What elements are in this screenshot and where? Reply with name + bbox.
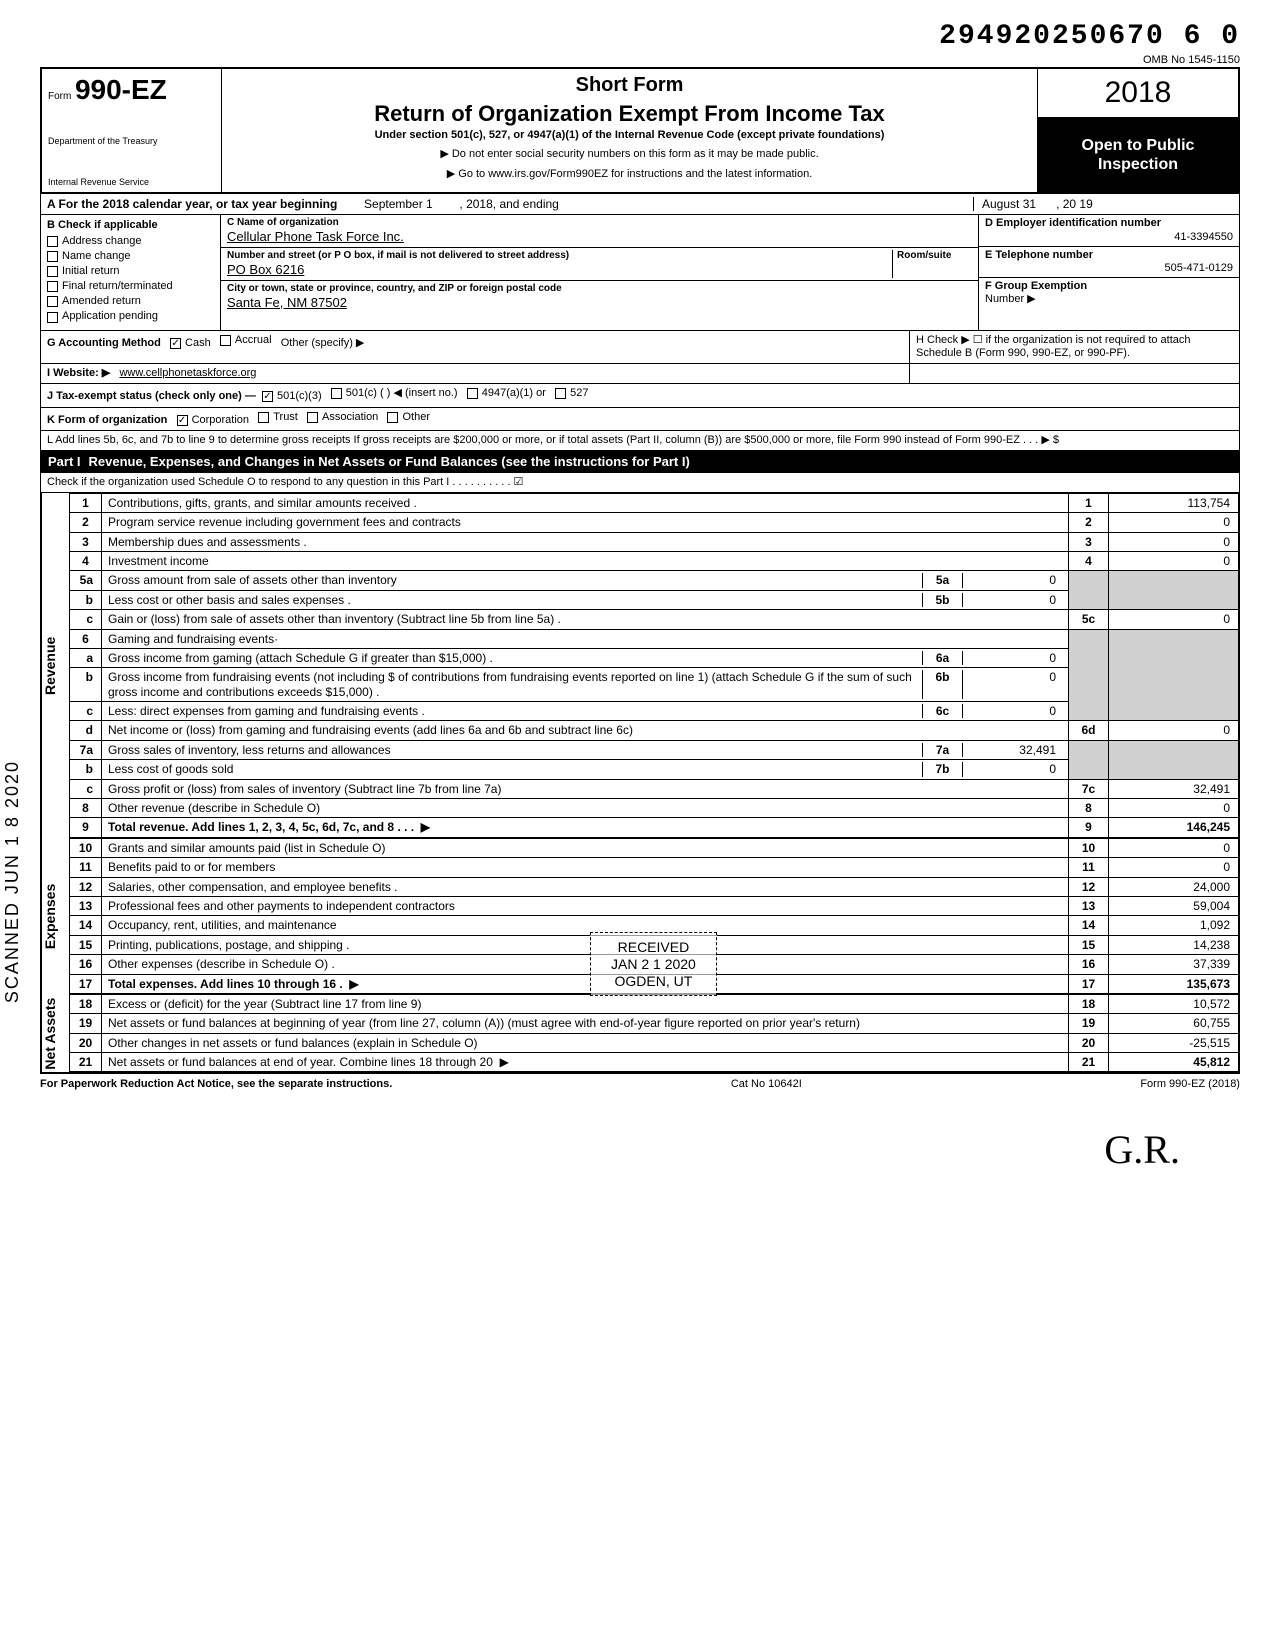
line-6a: aGross income from gaming (attach Schedu… <box>70 648 1239 667</box>
room-label: Room/suite <box>897 250 972 262</box>
scanned-stamp: SCANNED JUN 1 8 2020 <box>2 760 24 1003</box>
line-5b: bLess cost or other basis and sales expe… <box>70 590 1239 609</box>
checkbox-corporation[interactable] <box>177 415 188 426</box>
street-value: PO Box 6216 <box>227 262 892 278</box>
row-g: G Accounting Method Cash Accrual Other (… <box>40 331 1240 364</box>
form-prefix: Form <box>48 91 71 102</box>
cat-number: Cat No 10642I <box>731 1078 802 1091</box>
tax-year: 2018 <box>1038 69 1238 118</box>
line-2: 2Program service revenue including gover… <box>70 513 1239 532</box>
line-5c: cGain or (loss) from sale of assets othe… <box>70 610 1239 629</box>
line-5a: 5aGross amount from sale of assets other… <box>70 571 1239 590</box>
line-7a: 7aGross sales of inventory, less returns… <box>70 740 1239 759</box>
expenses-label: Expenses <box>41 838 69 994</box>
open-public-badge: Open to Public Inspection <box>1038 118 1238 192</box>
line-7c: cGross profit or (loss) from sales of in… <box>70 779 1239 798</box>
city-label: City or town, state or province, country… <box>227 283 972 295</box>
line-6d: dNet income or (loss) from gaming and fu… <box>70 721 1239 740</box>
line-6b: bGross income from fundraising events (n… <box>70 668 1239 702</box>
checkbox-amended[interactable] <box>47 296 58 307</box>
group-exemption-label: F Group Exemption <box>985 280 1233 293</box>
checkbox-527[interactable] <box>555 388 566 399</box>
checkbox-association[interactable] <box>307 412 318 423</box>
checkbox-final-return[interactable] <box>47 281 58 292</box>
checkbox-app-pending[interactable] <box>47 312 58 323</box>
part-1-check: Check if the organization used Schedule … <box>40 473 1240 493</box>
row-i: I Website: ▶ www.cellphonetaskforce.org <box>40 364 1240 384</box>
line-19: 19Net assets or fund balances at beginni… <box>70 1014 1239 1033</box>
street-label: Number and street (or P O box, if mail i… <box>227 250 892 262</box>
part-1-header: Part I Revenue, Expenses, and Changes in… <box>40 451 1240 473</box>
line-21: 21Net assets or fund balances at end of … <box>70 1053 1239 1072</box>
paperwork-notice: For Paperwork Reduction Act Notice, see … <box>40 1078 392 1091</box>
checkbox-501c[interactable] <box>331 388 342 399</box>
line-3: 3Membership dues and assessments .30 <box>70 532 1239 551</box>
line-1: 1Contributions, gifts, grants, and simil… <box>70 493 1239 512</box>
line-11: 11Benefits paid to or for members110 <box>70 858 1239 877</box>
line-4: 4Investment income40 <box>70 551 1239 570</box>
signature: G.R. <box>40 1126 1240 1174</box>
line-6: 6Gaming and fundraising events· <box>70 629 1239 648</box>
line-18: 18Excess or (deficit) for the year (Subt… <box>70 994 1239 1013</box>
website-value: www.cellphonetaskforce.org <box>119 367 256 379</box>
group-exemption-sub: Number ▶ <box>985 293 1233 306</box>
city-value: Santa Fe, NM 87502 <box>227 295 972 311</box>
checkbox-501c3[interactable] <box>262 391 273 402</box>
line-13: 13Professional fees and other payments t… <box>70 896 1239 915</box>
line-9: 9Total revenue. Add lines 1, 2, 3, 4, 5c… <box>70 818 1239 837</box>
instruction-2: Go to www.irs.gov/Form990EZ for instruct… <box>230 168 1029 181</box>
line-6c: cLess: direct expenses from gaming and f… <box>70 702 1239 721</box>
section-h: H Check ▶ ☐ if the organization is not r… <box>909 331 1239 363</box>
return-title: Return of Organization Exempt From Incom… <box>230 101 1029 127</box>
omb-number: OMB No 1545-1150 <box>40 54 1240 67</box>
form-number: 990-EZ <box>75 74 167 105</box>
line-12: 12Salaries, other compensation, and empl… <box>70 877 1239 896</box>
line-20: 20Other changes in net assets or fund ba… <box>70 1033 1239 1052</box>
checkbox-other-org[interactable] <box>387 412 398 423</box>
identity-grid: B Check if applicable Address change Nam… <box>40 215 1240 330</box>
ein-label: D Employer identification number <box>985 217 1233 230</box>
section-b-title: B Check if applicable <box>47 219 214 232</box>
row-k: K Form of organization Corporation Trust… <box>40 408 1240 431</box>
checkbox-accrual[interactable] <box>220 335 231 346</box>
net-assets-section: Net Assets 18Excess or (deficit) for the… <box>40 994 1240 1075</box>
document-number: 294920250670 6 0 <box>40 20 1240 54</box>
line-8: 8Other revenue (describe in Schedule O)8… <box>70 799 1239 818</box>
checkbox-name-change[interactable] <box>47 251 58 262</box>
org-name-label: C Name of organization <box>227 217 972 229</box>
net-assets-label: Net Assets <box>41 994 69 1073</box>
revenue-section: Revenue 1Contributions, gifts, grants, a… <box>40 493 1240 838</box>
ein-value: 41-3394550 <box>985 231 1233 244</box>
row-a-tax-year: A For the 2018 calendar year, or tax yea… <box>40 194 1240 215</box>
irs-label: Internal Revenue Service <box>48 177 215 188</box>
checkbox-trust[interactable] <box>258 412 269 423</box>
instruction-1: Do not enter social security numbers on … <box>230 148 1029 161</box>
revenue-label: Revenue <box>41 493 69 838</box>
org-name: Cellular Phone Task Force Inc. <box>227 229 972 245</box>
row-l: L Add lines 5b, 6c, and 7b to line 9 to … <box>40 431 1240 451</box>
checkbox-4947[interactable] <box>467 388 478 399</box>
phone-value: 505-471-0129 <box>985 262 1233 275</box>
row-j: J Tax-exempt status (check only one) — 5… <box>40 384 1240 407</box>
checkbox-initial-return[interactable] <box>47 266 58 277</box>
checkbox-address-change[interactable] <box>47 236 58 247</box>
form-footer: For Paperwork Reduction Act Notice, see … <box>40 1074 1240 1095</box>
short-form-title: Short Form <box>230 73 1029 97</box>
subtitle: Under section 501(c), 527, or 4947(a)(1)… <box>230 129 1029 142</box>
checkbox-cash[interactable] <box>170 338 181 349</box>
line-7b: bLess cost of goods sold7b0 <box>70 760 1239 779</box>
line-10: 10Grants and similar amounts paid (list … <box>70 838 1239 857</box>
dept-label: Department of the Treasury <box>48 136 215 147</box>
received-stamp: RECEIVED JAN 2 1 2020 OGDEN, UT <box>590 932 717 996</box>
phone-label: E Telephone number <box>985 249 1233 262</box>
form-ref: Form 990-EZ (2018) <box>1140 1078 1240 1091</box>
form-header: Form 990-EZ Department of the Treasury I… <box>40 67 1240 194</box>
